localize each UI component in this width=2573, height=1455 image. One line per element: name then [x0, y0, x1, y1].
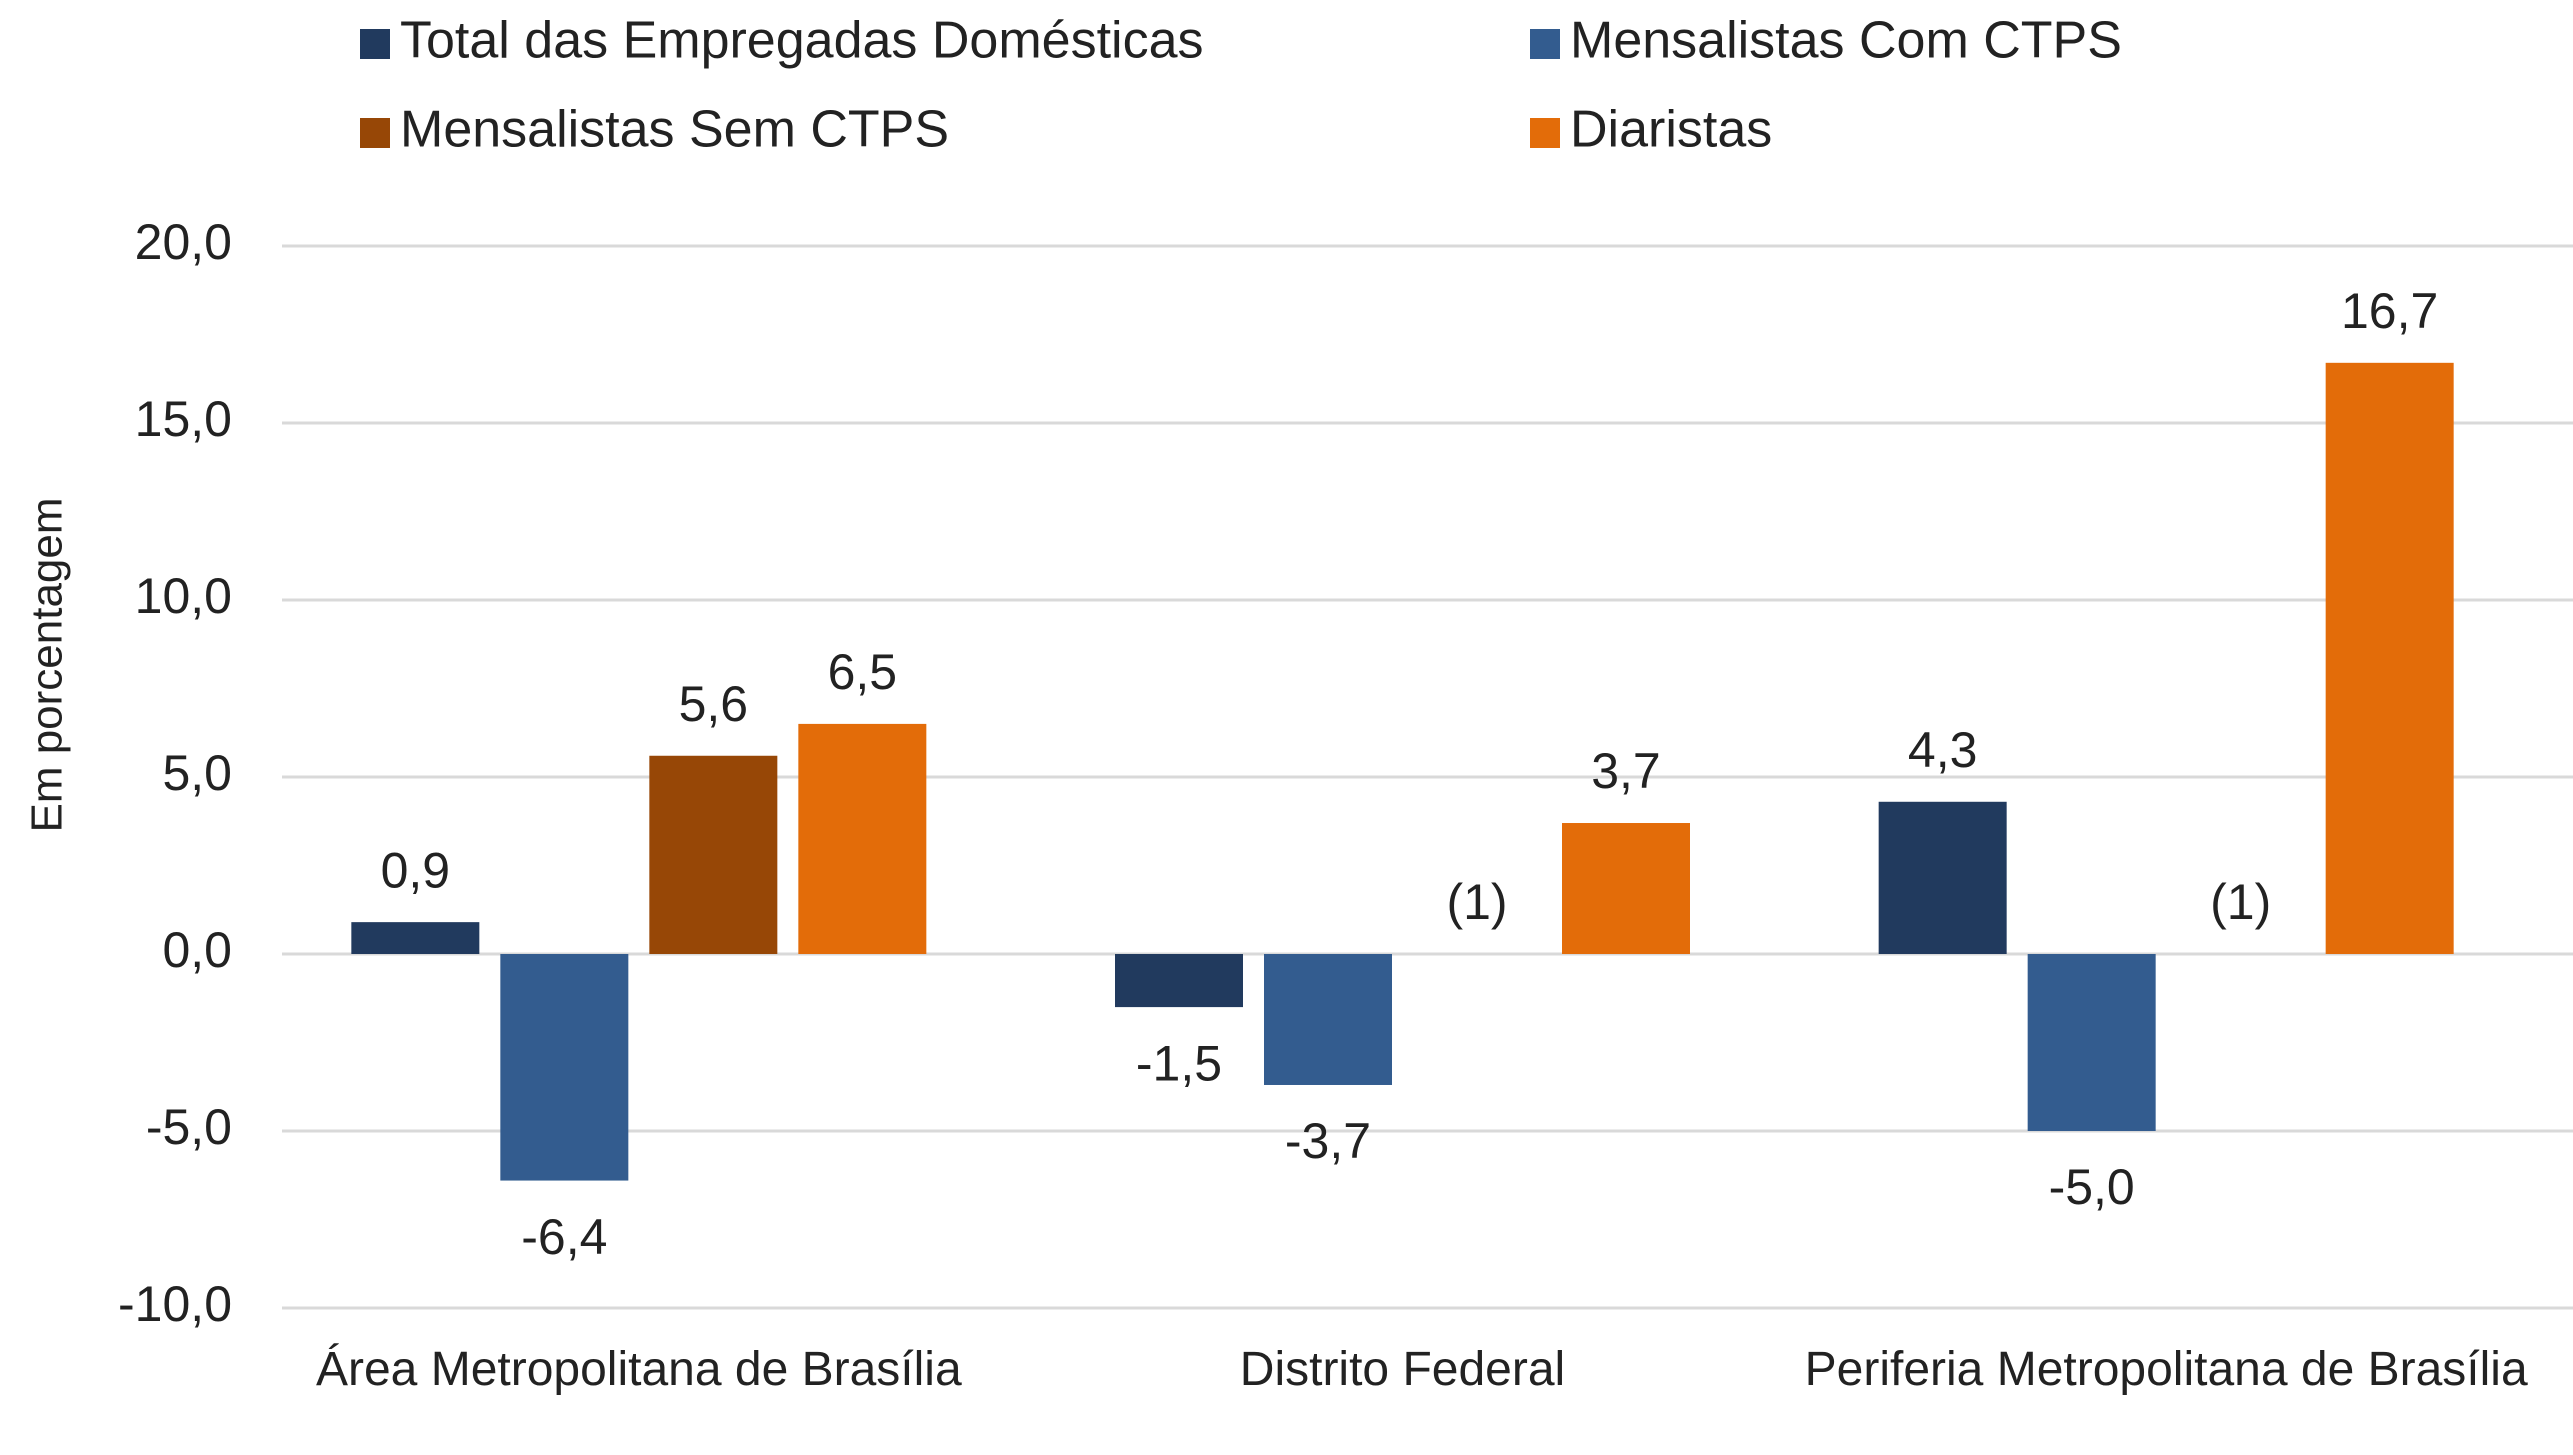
y-tick-label: 20,0: [135, 214, 232, 270]
legend-swatch: [360, 118, 390, 148]
y-axis-label: Em porcentagem: [23, 497, 72, 832]
legend-label: Diaristas: [1570, 101, 1772, 159]
x-tick-label: Distrito Federal: [1239, 1343, 1566, 1396]
bar: [500, 954, 629, 1181]
legend-label: Mensalistas Sem CTPS: [400, 101, 949, 159]
bar: [1878, 801, 2007, 954]
legend-swatch: [1530, 29, 1560, 59]
legend-label: Total das Empregadas Domésticas: [400, 12, 1204, 70]
y-tick-label: -5,0: [146, 1099, 232, 1155]
value-label: (1): [1446, 874, 1507, 930]
bar: [1264, 954, 1392, 1085]
legend-swatch: [1530, 118, 1560, 148]
y-tick-label: 5,0: [162, 745, 232, 801]
bar: [1562, 823, 1690, 954]
legend-swatch: [360, 29, 390, 59]
legend-label: Mensalistas Com CTPS: [1570, 12, 2122, 70]
bar: [1115, 954, 1243, 1008]
y-tick-label: 0,0: [162, 922, 232, 978]
value-label: -6,4: [521, 1209, 607, 1265]
value-label: 16,7: [2341, 283, 2438, 339]
y-tick-label: 10,0: [135, 568, 232, 624]
value-label: -3,7: [1285, 1113, 1371, 1169]
value-label: 4,3: [1908, 722, 1978, 778]
bar: [2325, 362, 2454, 954]
bar: [649, 755, 778, 954]
bar: [351, 922, 480, 954]
y-tick-label: -10,0: [118, 1276, 232, 1332]
bar: [798, 723, 927, 954]
x-tick-label: Periferia Metropolitana de Brasília: [1804, 1343, 2528, 1396]
value-label: 6,5: [828, 644, 898, 700]
value-label: -5,0: [2049, 1159, 2135, 1215]
value-label: 0,9: [381, 842, 451, 898]
x-tick-label: Área Metropolitana de Brasília: [315, 1343, 962, 1396]
value-label: -1,5: [1136, 1035, 1222, 1091]
value-label: (1): [2210, 874, 2271, 930]
value-label: 3,7: [1591, 743, 1661, 799]
value-label: 5,6: [679, 676, 749, 732]
bar: [2027, 954, 2156, 1131]
y-tick-label: 15,0: [135, 391, 232, 447]
